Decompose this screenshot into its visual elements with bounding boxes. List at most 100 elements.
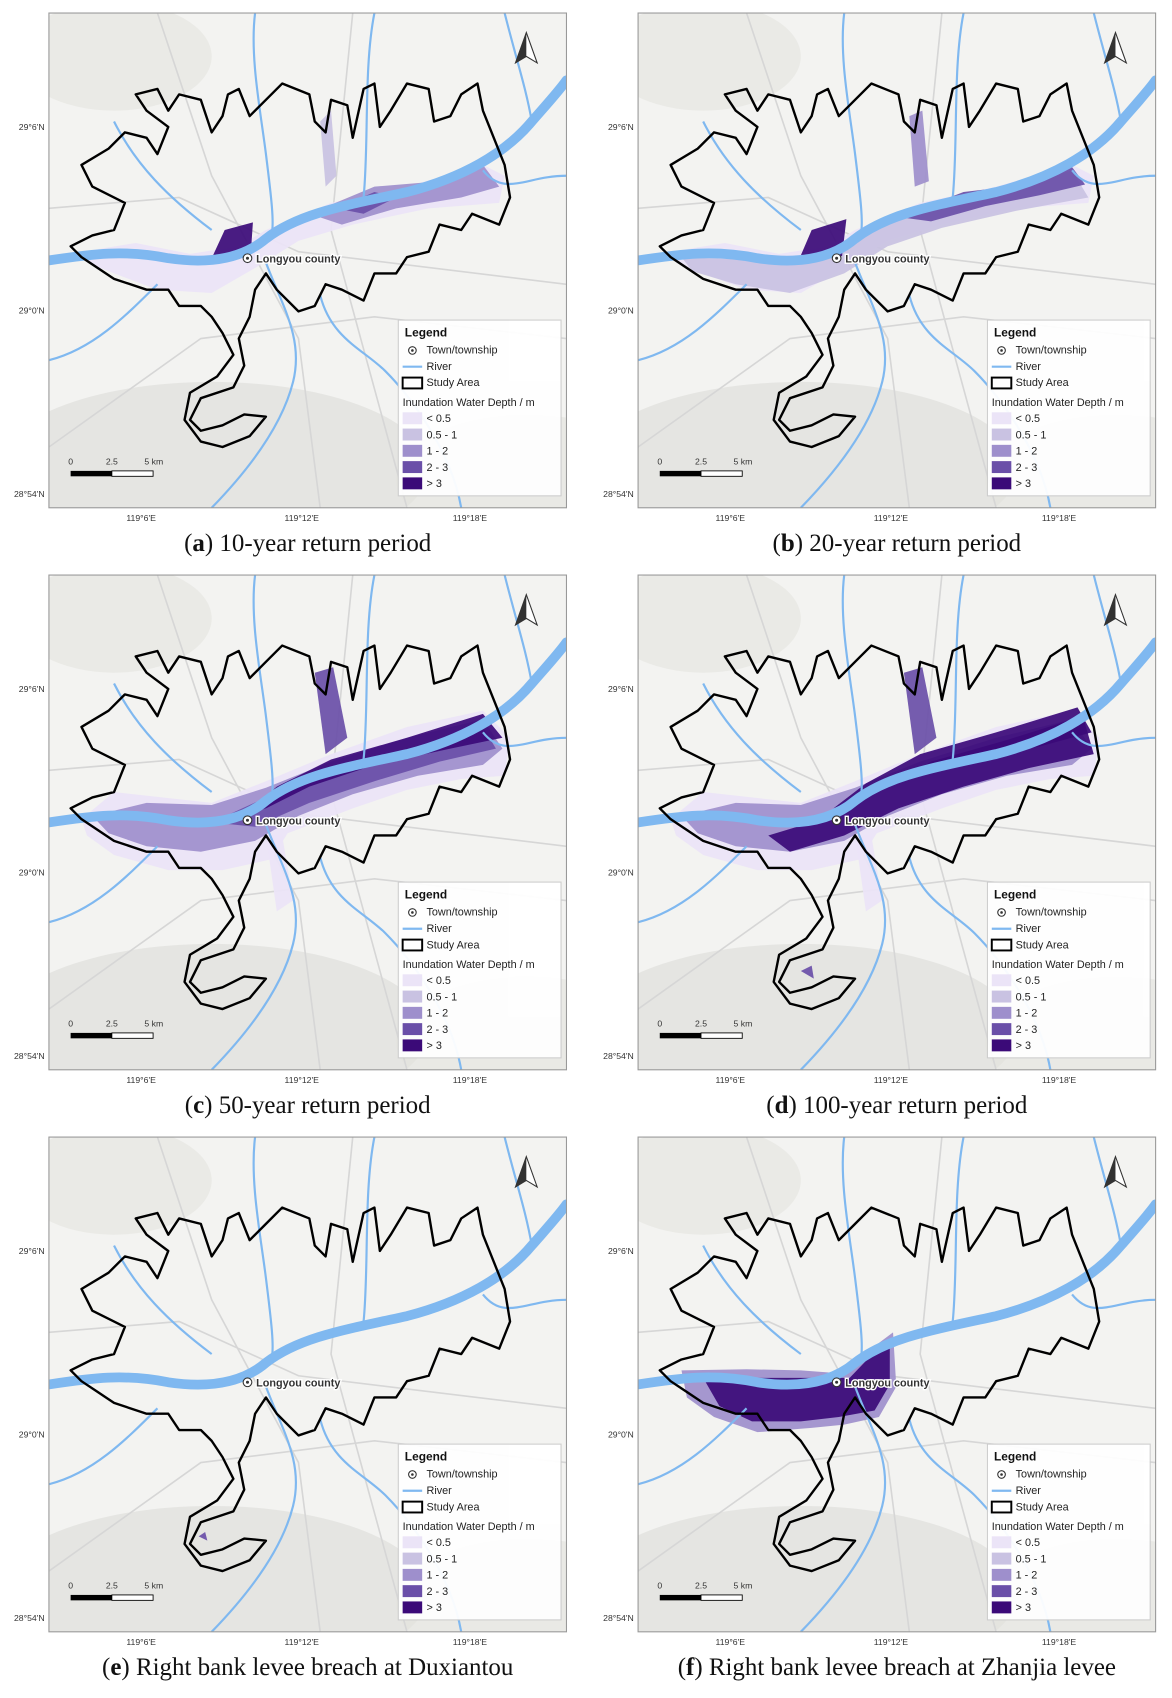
legend-label: Study Area [1016, 1501, 1070, 1513]
legend-swatch [402, 1023, 423, 1036]
caption-part: ) 20-year return period [795, 530, 1022, 557]
tributary [210, 1386, 298, 1632]
road [48, 758, 567, 848]
north-arrow-half [1104, 32, 1116, 63]
scale-label: 2.5 [695, 1018, 707, 1028]
tributary [48, 845, 159, 924]
road [48, 1320, 567, 1410]
tributary [252, 575, 274, 798]
town-dot [835, 256, 839, 260]
legend-depth-title: Inundation Water Depth / m [992, 959, 1124, 971]
lat-label: 28°54'N [603, 489, 634, 499]
legend-swatch [991, 428, 1012, 441]
legend-label: 2 - 3 [1016, 1024, 1038, 1036]
legend-label: River [1016, 1485, 1042, 1497]
map-frame [637, 12, 1157, 509]
lat-label: 28°54'N [603, 1613, 634, 1623]
hill-shade [638, 13, 801, 111]
legend-label: > 3 [427, 478, 442, 490]
scale-label: 2.5 [106, 456, 118, 466]
legend-symbol [401, 938, 424, 952]
legend-label: 2 - 3 [1016, 462, 1038, 474]
north-arrow-half [515, 1156, 527, 1187]
scale-label: 5 km [144, 456, 163, 466]
lon-label: 119°12'E [874, 1637, 909, 1647]
map-body: Longyou county 0 2.5 5 km Legend Town/townshi… [638, 13, 1156, 508]
legend-label: 0.5 - 1 [427, 429, 458, 441]
scale-label: 5 km [144, 1018, 163, 1028]
legend: Legend Town/township River Study Area Inunda… [986, 1443, 1151, 1621]
road [638, 196, 1156, 286]
hill-shade [638, 575, 801, 673]
inundation-area [265, 835, 294, 912]
legend-title: Legend [994, 325, 1036, 339]
lon-label: 119°18'E [1042, 513, 1077, 523]
study-area [658, 1206, 1101, 1573]
lon-label: 119°18'E [453, 513, 488, 523]
legend-box [397, 881, 562, 1059]
inundation-area [800, 965, 814, 979]
legend-swatch [991, 461, 1012, 474]
caption: (e) Right bank levee breach at Duxiantou [102, 1654, 514, 1681]
caption: (c) 50-year return period [185, 1092, 431, 1119]
map-body: Longyou county 0 2.5 5 km Legend Town/townshi… [638, 1137, 1156, 1632]
legend: Legend Town/township River Study Area Inunda… [397, 1443, 562, 1621]
tributary [951, 13, 965, 198]
caption-part: ) 50-year return period [204, 1092, 431, 1119]
inundation-area [198, 1531, 208, 1541]
legend-label: 0.5 - 1 [427, 1553, 458, 1565]
lon-label: 119°18'E [453, 1075, 488, 1085]
tributary [362, 13, 376, 198]
scale-label: 2.5 [106, 1580, 118, 1590]
lat-label: 29°0'N [608, 306, 634, 316]
map-panel: Longyou county 0 2.5 5 km Legend Town/townshi… [603, 1136, 1157, 1681]
legend-swatch [402, 412, 423, 425]
legend-label: Study Area [427, 1501, 481, 1513]
lon-label: 119°18'E [1042, 1637, 1077, 1647]
legend-swatch [991, 990, 1012, 1003]
legend-swatch [991, 1552, 1012, 1565]
tributary [800, 262, 887, 508]
tributary [951, 1137, 965, 1322]
tributary [210, 262, 298, 508]
legend: Legend Town/township River Study Area Inunda… [397, 881, 562, 1059]
main-river [638, 1199, 1156, 1390]
legend-title: Legend [405, 1449, 447, 1463]
scale-label: 0 [657, 1018, 662, 1028]
legend-swatch [991, 1601, 1012, 1614]
scale-label: 0 [68, 456, 73, 466]
map-frame [48, 12, 568, 509]
lon-label: 119°6'E [126, 513, 156, 523]
legend-label: 1 - 2 [1016, 1008, 1038, 1020]
scale-bar-dark [70, 1594, 112, 1601]
map-panel: Longyou county 0 2.5 5 km Legend Town/townshi… [14, 12, 568, 557]
main-river [48, 75, 567, 266]
legend: Legend Town/township River Study Area Inunda… [986, 319, 1151, 497]
tributary [1092, 575, 1122, 684]
legend-label: 1 - 2 [427, 1570, 449, 1582]
legend-swatch [402, 1552, 423, 1565]
tributary [1092, 13, 1122, 122]
legend-box [397, 319, 562, 497]
caption: (a) 10-year return period [184, 530, 432, 557]
tributary [503, 575, 533, 684]
lon-label: 119°6'E [716, 1075, 746, 1085]
legend-swatch [402, 461, 423, 474]
town-dot [835, 818, 839, 822]
tributary [210, 824, 298, 1070]
legend: Legend Town/township River Study Area Inunda… [397, 319, 562, 497]
tributary [841, 13, 863, 236]
scale-label: 0 [657, 1580, 662, 1590]
tributary [841, 575, 863, 798]
lat-label: 29°6'N [19, 1246, 45, 1256]
legend-label: 1 - 2 [427, 446, 449, 458]
map-body: Longyou county 0 2.5 5 km Legend Town/townshi… [48, 13, 567, 508]
legend-depth-title: Inundation Water Depth / m [992, 397, 1124, 409]
legend-swatch [991, 1023, 1012, 1036]
map-frame [637, 1136, 1157, 1633]
scale-bar-light [111, 470, 154, 477]
main-river [48, 637, 567, 828]
tributary [951, 575, 965, 760]
road [156, 1137, 321, 1632]
legend-depth-title: Inundation Water Depth / m [403, 397, 535, 409]
